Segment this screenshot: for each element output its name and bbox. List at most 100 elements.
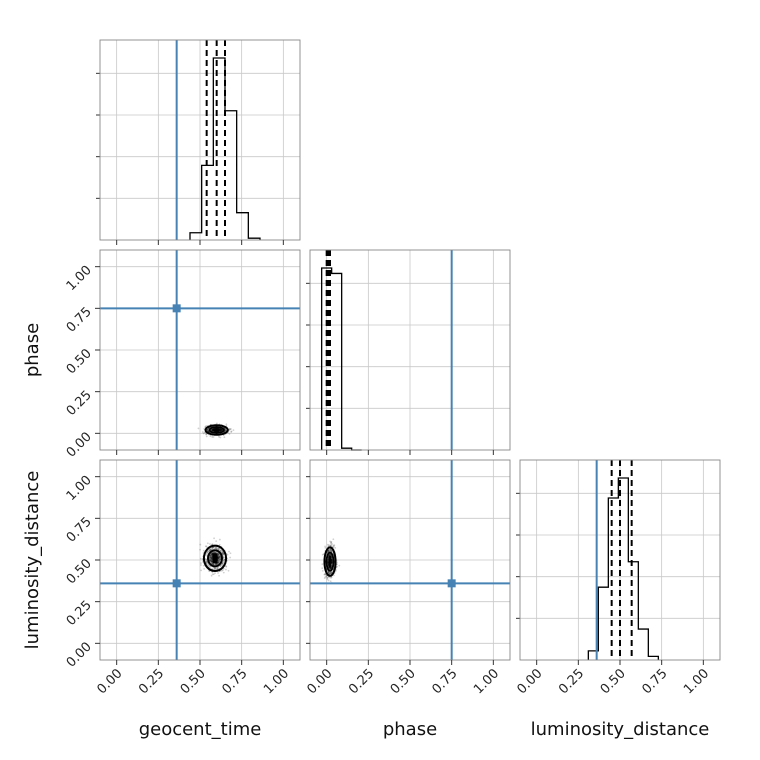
scatter-point bbox=[333, 544, 336, 547]
scatter-point bbox=[218, 555, 221, 558]
scatter-point bbox=[327, 562, 329, 565]
scatter-point bbox=[199, 557, 202, 560]
scatter-point bbox=[200, 562, 202, 565]
scatter-point bbox=[206, 551, 209, 554]
scatter-point bbox=[206, 542, 209, 545]
scatter-point bbox=[215, 563, 218, 566]
scatter-point bbox=[338, 564, 341, 567]
scatter-point bbox=[209, 554, 212, 557]
scatter-point bbox=[321, 553, 324, 556]
scatter-point bbox=[321, 567, 324, 570]
scatter-point bbox=[220, 549, 223, 552]
scatter-point bbox=[330, 544, 333, 546]
scatter-point bbox=[210, 557, 213, 560]
scatter-point bbox=[330, 572, 332, 575]
y-tick-label: 0.75 bbox=[64, 305, 95, 336]
scatter-point bbox=[215, 563, 218, 566]
scatter-point bbox=[212, 428, 215, 431]
scatter-point bbox=[210, 553, 213, 556]
scatter-point bbox=[205, 435, 208, 438]
scatter-point bbox=[210, 557, 213, 560]
scatter-point bbox=[217, 553, 219, 556]
scatter-point bbox=[229, 552, 232, 555]
scatter-point bbox=[219, 429, 222, 432]
scatter-point bbox=[217, 562, 220, 564]
scatter-point bbox=[208, 549, 211, 551]
x-tick-label: 0.25 bbox=[346, 666, 377, 697]
scatter-point bbox=[210, 554, 213, 556]
scatter-point bbox=[216, 567, 218, 570]
scatter-point bbox=[210, 555, 213, 558]
scatter-point bbox=[210, 559, 213, 562]
scatter-point bbox=[212, 429, 215, 432]
scatter-point bbox=[220, 564, 222, 567]
scatter-point bbox=[217, 548, 220, 551]
scatter-point bbox=[331, 560, 333, 562]
scatter-point bbox=[213, 563, 216, 566]
scatter-point bbox=[329, 544, 332, 547]
scatter-point bbox=[227, 569, 230, 572]
scatter-point bbox=[212, 429, 214, 432]
scatter-point bbox=[215, 546, 218, 549]
scatter-point bbox=[215, 540, 218, 543]
scatter-point bbox=[214, 547, 217, 549]
scatter-point bbox=[212, 573, 215, 576]
scatter-point bbox=[217, 547, 220, 550]
contour-core bbox=[328, 555, 332, 568]
scatter-point bbox=[324, 573, 327, 576]
scatter-point bbox=[323, 573, 326, 575]
truth-point bbox=[172, 304, 181, 313]
scatter-point bbox=[330, 558, 333, 561]
contour-mid-line bbox=[325, 551, 335, 572]
scatter-point bbox=[323, 577, 326, 580]
scatter-point bbox=[230, 428, 232, 430]
scatter-point bbox=[220, 429, 223, 432]
scatter-point bbox=[218, 559, 221, 562]
scatter-point bbox=[209, 556, 212, 559]
scatter-point bbox=[222, 551, 224, 554]
scatter-point bbox=[217, 558, 220, 561]
scatter-point bbox=[332, 574, 335, 577]
scatter-point bbox=[218, 428, 221, 431]
x-tick-label: 0.00 bbox=[514, 666, 545, 697]
scatter-point bbox=[199, 548, 201, 551]
y-tick-label: 0.00 bbox=[64, 430, 95, 461]
scatter-point bbox=[329, 544, 332, 547]
scatter-point bbox=[220, 429, 223, 431]
scatter-point bbox=[210, 556, 213, 559]
scatter-point bbox=[212, 428, 214, 431]
scatter-point bbox=[329, 571, 332, 574]
panel-2-2: 0.00 0.25 0.50 0.75 1.00 bbox=[514, 459, 721, 697]
scatter-point bbox=[221, 562, 224, 564]
scatter-point bbox=[204, 545, 207, 548]
scatter-point bbox=[202, 564, 205, 567]
scatter-point bbox=[225, 423, 228, 426]
scatter-point bbox=[217, 557, 219, 560]
scatter-point bbox=[217, 553, 219, 555]
y-tick-label: 0.50 bbox=[64, 346, 95, 377]
scatter-point bbox=[212, 429, 215, 431]
x-tick-label: 0.00 bbox=[304, 666, 335, 697]
scatter-point bbox=[210, 556, 213, 559]
scatter-point bbox=[217, 561, 220, 564]
scatter-point bbox=[328, 549, 331, 551]
scatter-point bbox=[209, 555, 212, 558]
scatter-point bbox=[220, 428, 223, 431]
scatter-point bbox=[205, 552, 208, 555]
scatter-point bbox=[329, 566, 332, 569]
panel-2-0: 0.00 0.25 0.50 0.75 1.00 0.00 0.25 0.50 0.75 1.00 bbox=[64, 459, 301, 697]
scatter-point bbox=[210, 559, 213, 562]
scatter-point bbox=[217, 560, 220, 563]
contour-outer bbox=[202, 544, 228, 572]
scatter-point bbox=[327, 549, 330, 552]
scatter-point bbox=[206, 428, 209, 431]
scatter-point bbox=[330, 541, 333, 543]
scatter-point bbox=[217, 548, 220, 550]
scatter-point bbox=[210, 559, 212, 562]
x-tick-label: 1.00 bbox=[681, 666, 712, 697]
scatter-point bbox=[209, 558, 212, 561]
scatter-point bbox=[202, 549, 205, 552]
scatter-point bbox=[214, 551, 216, 554]
scatter-point bbox=[329, 572, 332, 575]
scatter-point bbox=[210, 553, 213, 556]
